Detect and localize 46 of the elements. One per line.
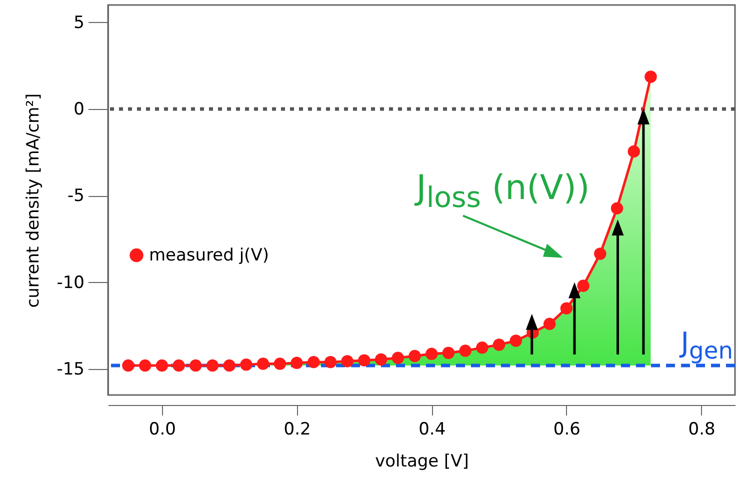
point [392,352,404,364]
point [308,356,320,368]
x-tick-label: 0.8 [688,420,716,440]
x-tick-label: 0.2 [284,420,311,440]
point [240,358,252,371]
point [290,356,303,370]
point [358,354,370,366]
y-tick-label: 0 [74,100,84,120]
ref-line-label: J$_{gen}$ [680,326,733,364]
point [594,248,606,260]
y-tick-label: -15 [56,360,84,380]
point [206,359,219,372]
point [223,359,236,372]
point [476,342,488,354]
point [138,359,152,372]
point [628,145,640,158]
point [492,338,506,351]
point [610,202,624,214]
annotation: J$_{loss}$ (n(V)) [416,168,590,214]
point [190,359,202,372]
x-axis-title: voltage [V] [375,452,469,472]
point [156,359,168,372]
point [577,280,590,292]
point [543,318,556,330]
point [425,348,438,360]
point [172,359,185,372]
point [122,359,134,372]
point [408,350,421,362]
point [374,353,388,366]
point [442,346,455,359]
point [644,70,657,83]
x-tick-label: 0.0 [148,420,176,440]
y-axis-title: current density [mA/cm²] [24,93,44,308]
point [341,355,354,368]
legend-label: measured j(V) [149,245,269,266]
y-tick-label: -5 [68,186,84,206]
point [256,358,270,370]
point [560,302,573,314]
point [324,356,337,368]
y-tick-label: 5 [74,12,84,33]
point [510,334,522,347]
x-tick-label: 0.6 [553,420,580,440]
x-tick-label: 0.4 [418,420,446,440]
y-tick-label: -10 [56,272,84,293]
point [459,344,472,357]
point [274,358,286,370]
